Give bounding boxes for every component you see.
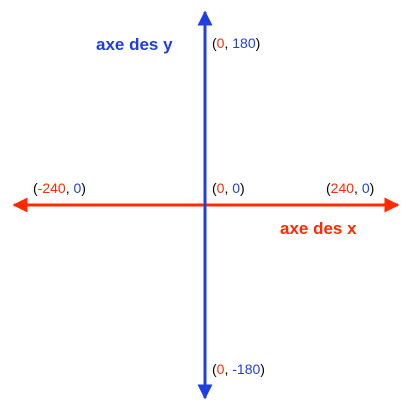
x-axis-title: axe des x <box>280 219 357 238</box>
point-label-top: (0, 180) <box>212 35 260 51</box>
point-label-bottom: (0, -180) <box>212 361 265 377</box>
point-label-right: (240, 0) <box>326 180 374 196</box>
point-label-left: (-240, 0) <box>33 180 86 196</box>
point-label-origin: (0, 0) <box>212 180 245 196</box>
y-axis-title: axe des y <box>96 35 173 54</box>
